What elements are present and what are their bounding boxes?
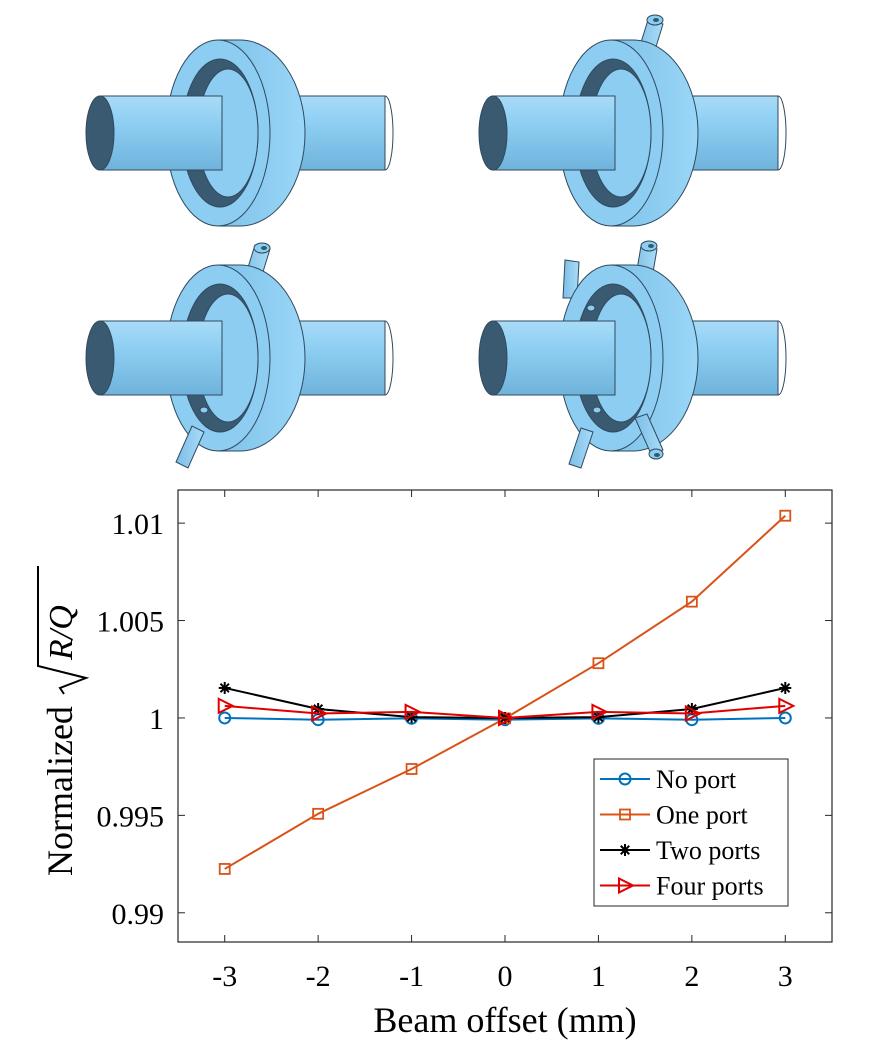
legend-marker bbox=[619, 844, 631, 856]
x-tick-label: 1 bbox=[591, 960, 606, 993]
y-tick-label: 1 bbox=[149, 703, 164, 736]
series-layer bbox=[217, 509, 796, 875]
data-point bbox=[779, 509, 792, 522]
data-point bbox=[404, 703, 422, 721]
legend-marker bbox=[618, 772, 632, 786]
legend-marker bbox=[618, 876, 636, 895]
data-point bbox=[405, 763, 418, 775]
data-point bbox=[779, 681, 792, 694]
legend-item: Four ports bbox=[600, 872, 764, 901]
data-point bbox=[592, 657, 605, 670]
data-point bbox=[778, 711, 792, 725]
data-point bbox=[218, 681, 231, 694]
legend-item: One port bbox=[600, 801, 748, 830]
legend-label: One port bbox=[656, 801, 748, 830]
y-tick-label: 0.995 bbox=[97, 800, 165, 833]
y-axis: 0.99 0.995 1 1.005 1.01 bbox=[97, 508, 832, 931]
y-tick-label: 1.005 bbox=[97, 606, 165, 639]
data-point bbox=[311, 704, 329, 723]
data-point bbox=[218, 863, 231, 875]
legend-item: Two ports bbox=[600, 836, 760, 865]
x-tick-label: 2 bbox=[684, 960, 699, 993]
port-bottom-right bbox=[634, 413, 664, 460]
port-bottom-left bbox=[568, 406, 602, 469]
y-tick-label: 1.01 bbox=[112, 508, 165, 541]
x-tick-label: -2 bbox=[306, 960, 331, 993]
cavity-one-port-illustration bbox=[478, 14, 787, 227]
coupling-hole bbox=[586, 304, 596, 312]
x-tick-label: -3 bbox=[212, 960, 237, 993]
y-axis-label-math: R/Q bbox=[43, 605, 80, 661]
legend: No port One port Two ports Four ports bbox=[593, 758, 789, 907]
data-point bbox=[684, 704, 703, 723]
series-four-ports bbox=[217, 697, 796, 727]
series-line bbox=[224, 704, 786, 719]
x-tick-label: 3 bbox=[778, 960, 793, 993]
legend-marker bbox=[619, 808, 631, 821]
legend-label: Two ports bbox=[656, 836, 760, 865]
x-axis-label: Beam offset (mm) bbox=[373, 1000, 636, 1040]
legend-label: Four ports bbox=[656, 872, 764, 901]
cavity-no-port-illustration bbox=[85, 39, 394, 227]
data-point bbox=[217, 697, 235, 715]
cavity-two-ports-illustration bbox=[85, 242, 394, 469]
y-axis-label: Normalized R/Q bbox=[37, 566, 90, 876]
data-point bbox=[685, 595, 698, 608]
line-chart: -3 -2 -1 0 1 2 3 0.99 0.995 1 1.005 1.01 Beam offs… bbox=[37, 489, 833, 1040]
legend-item: No port bbox=[600, 765, 737, 794]
data-point bbox=[498, 709, 516, 727]
port-bottom bbox=[175, 406, 209, 469]
x-tick-label: 0 bbox=[498, 960, 513, 993]
data-point bbox=[312, 807, 325, 820]
sqrt-symbol bbox=[37, 566, 90, 695]
y-axis-label-prefix: Normalized bbox=[40, 706, 80, 876]
data-point bbox=[591, 703, 609, 721]
x-tick-label: -1 bbox=[399, 960, 424, 993]
x-axis: -3 -2 -1 0 1 2 3 bbox=[212, 490, 793, 993]
y-tick-label: 0.99 bbox=[112, 898, 165, 931]
legend-label: No port bbox=[656, 765, 737, 794]
data-point bbox=[218, 711, 232, 725]
data-point bbox=[778, 697, 796, 715]
cavity-four-ports-illustration bbox=[478, 240, 787, 469]
